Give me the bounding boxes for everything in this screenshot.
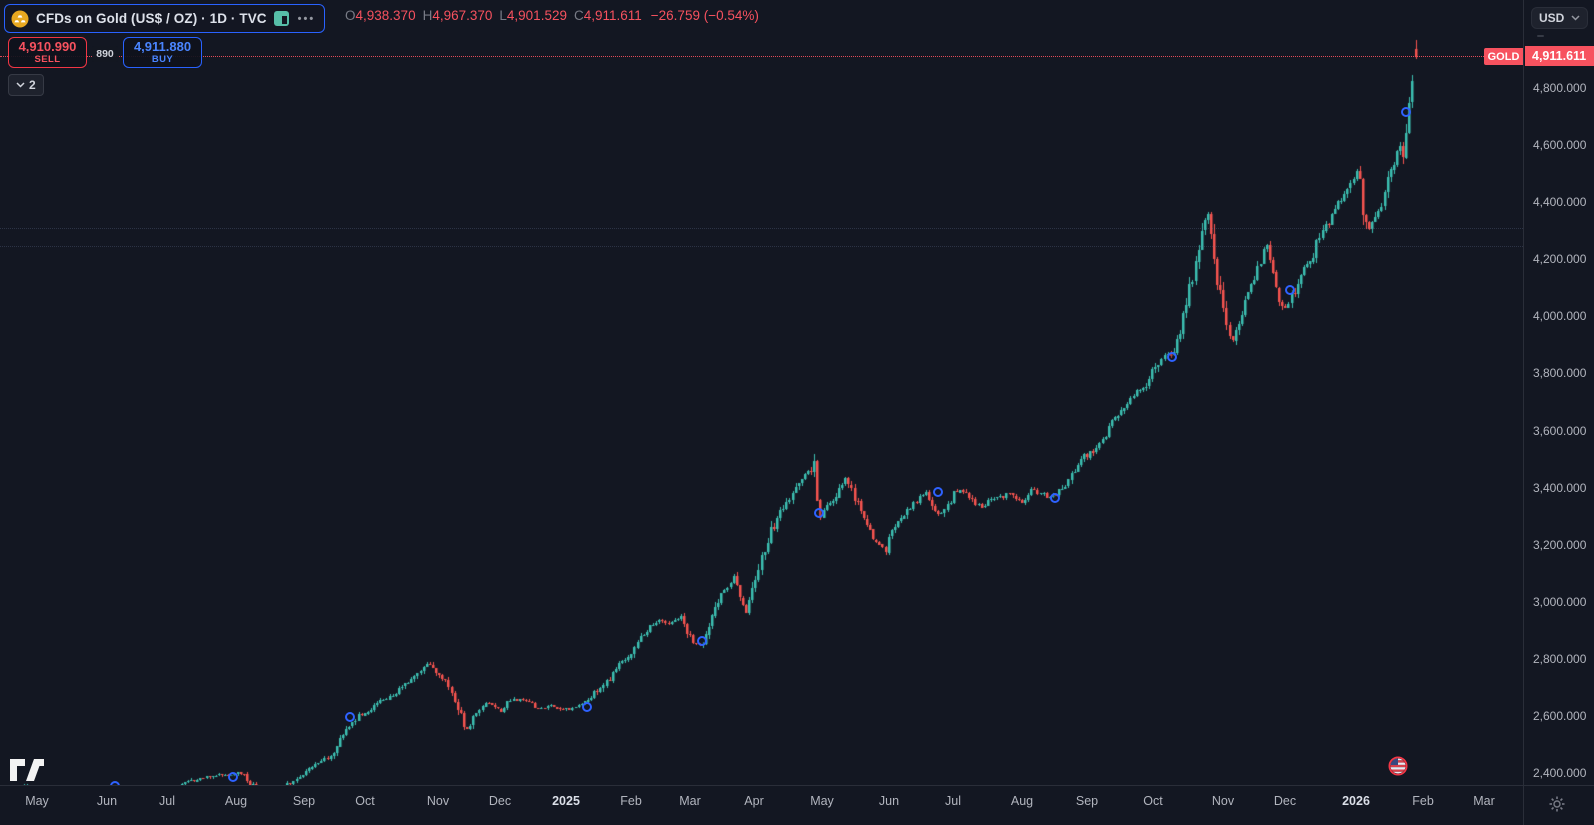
candlestick-chart[interactable] (0, 0, 1523, 785)
sell-label: SELL (34, 53, 61, 65)
event-marker-icon[interactable] (110, 781, 120, 785)
price-tick-label: 4,600.000 (1533, 138, 1587, 153)
open-value: 4,938.370 (355, 8, 416, 23)
time-tick-label: Feb (1412, 794, 1434, 808)
axis-corner (1523, 786, 1594, 825)
price-tick-label: 3,400.000 (1533, 480, 1587, 495)
price-axis[interactable]: 4,800.000 4,600.000 4,400.000 4,200.000 4,00… (1523, 0, 1594, 785)
event-marker-icon[interactable] (582, 702, 592, 712)
time-tick-label: Sep (292, 794, 316, 808)
buy-price: 4,911.880 (133, 38, 192, 54)
spread-value: 890 (92, 45, 118, 62)
current-price-tag: 4,911.611 (1525, 46, 1594, 66)
symbol-price-tag: GOLD (1484, 48, 1523, 65)
event-marker-icon[interactable] (1285, 285, 1295, 295)
chevron-down-icon (16, 82, 25, 88)
currency-selector[interactable]: USD (1531, 7, 1588, 29)
price-tick-label: 4,400.000 (1533, 195, 1587, 210)
sell-button[interactable]: 4,910.990 SELL (8, 37, 87, 68)
price-tick-label: 3,200.000 (1533, 537, 1587, 552)
price-tick-label: 4,200.000 (1533, 252, 1587, 267)
time-tick-label: Feb (620, 794, 642, 808)
tradingview-logo (10, 759, 44, 781)
chart-plot-area[interactable]: CFDs on Gold (US$ / OZ) · 1D · TVC ••• O… (0, 0, 1523, 785)
symbol-title[interactable]: CFDs on Gold (US$ / OZ) · 1D · TVC (36, 11, 267, 26)
gold-coin-icon (11, 10, 29, 27)
low-label: L (499, 8, 507, 23)
close-value: 4,911.611 (583, 8, 642, 23)
time-tick-label: Nov (1211, 794, 1235, 808)
price-tick-label: 3,600.000 (1533, 423, 1587, 438)
time-tick-label: Aug (1010, 794, 1034, 808)
collapse-count: 2 (29, 78, 36, 92)
event-marker-icon[interactable] (228, 772, 238, 782)
more-options-icon[interactable]: ••• (297, 12, 316, 25)
time-tick-label: 2026 (1342, 794, 1370, 808)
event-marker-icon[interactable] (933, 487, 943, 497)
symbol-legend[interactable]: CFDs on Gold (US$ / OZ) · 1D · TVC ••• (4, 4, 326, 33)
event-marker-icon[interactable] (1167, 352, 1177, 362)
time-tick-label: Oct (1143, 794, 1163, 808)
time-axis[interactable]: May Jun Jul Aug Sep Oct Nov Dec 2025 Feb Mar Apr May… (0, 785, 1594, 825)
change-value: −26.759 (−0.54%) (650, 8, 759, 23)
spread-indicator: 890 (87, 44, 123, 62)
ohlc-readout: O4,938.370 H4,967.370 L4,901.529 C4,911.611… (345, 8, 759, 23)
chart-style-icon[interactable] (273, 11, 289, 26)
price-tick-label: 2,800.000 (1533, 651, 1587, 666)
buy-button[interactable]: 4,911.880 BUY (123, 37, 202, 68)
price-tick-label: 3,000.000 (1533, 594, 1587, 609)
time-tick-label: Sep (1075, 794, 1099, 808)
time-tick-label: Oct (355, 794, 375, 808)
time-tick-label: May (810, 794, 834, 808)
buy-label: BUY (151, 53, 174, 65)
time-tick-label: Apr (744, 794, 764, 808)
time-tick-label: Aug (224, 794, 248, 808)
time-tick-label: Jul (159, 794, 175, 808)
time-tick-label: 2025 (552, 794, 580, 808)
time-tick-label: May (25, 794, 49, 808)
low-value: 4,901.529 (506, 8, 567, 23)
event-marker-icon[interactable] (814, 508, 824, 518)
time-tick-label: Jun (96, 794, 118, 808)
trade-panel: 4,910.990 SELL 890 4,911.880 BUY (8, 37, 202, 68)
drawing-line[interactable] (0, 246, 1523, 247)
price-tick-label: 4,800.000 (1533, 81, 1587, 95)
high-label: H (422, 8, 433, 23)
price-tick-label: 4,000.000 (1533, 309, 1587, 324)
price-tick-label: 2,600.000 (1533, 708, 1587, 723)
event-marker-icon[interactable] (697, 636, 707, 646)
price-tick-label: 3,800.000 (1533, 366, 1587, 381)
time-tick-label: Jul (945, 794, 961, 808)
axis-collapse-dash[interactable] (1537, 35, 1544, 37)
sell-price: 4,910.990 (18, 38, 77, 54)
settings-gear-icon[interactable] (1548, 795, 1566, 813)
chevron-down-icon (1571, 15, 1580, 21)
event-marker-icon[interactable] (1050, 493, 1060, 503)
high-value: 4,967.370 (432, 8, 493, 23)
event-marker-icon[interactable] (345, 712, 355, 722)
close-label: C (573, 8, 584, 23)
time-tick-label: Nov (426, 794, 450, 808)
collapse-trades-button[interactable]: 2 (8, 74, 44, 96)
time-tick-label: Mar (679, 794, 701, 808)
currency-value: USD (1539, 11, 1565, 25)
time-tick-label: Dec (488, 794, 512, 808)
current-price-line (0, 56, 1484, 57)
time-tick-label: Jun (878, 794, 900, 808)
time-tick-label: Dec (1273, 794, 1297, 808)
open-label: O (345, 8, 356, 23)
event-marker-icon[interactable] (1401, 107, 1411, 117)
time-tick-label: Mar (1473, 794, 1495, 808)
drawing-line[interactable] (0, 228, 1523, 229)
price-tick-label: 2,400.000 (1533, 766, 1587, 780)
us-flag-event-icon[interactable] (1388, 756, 1408, 776)
